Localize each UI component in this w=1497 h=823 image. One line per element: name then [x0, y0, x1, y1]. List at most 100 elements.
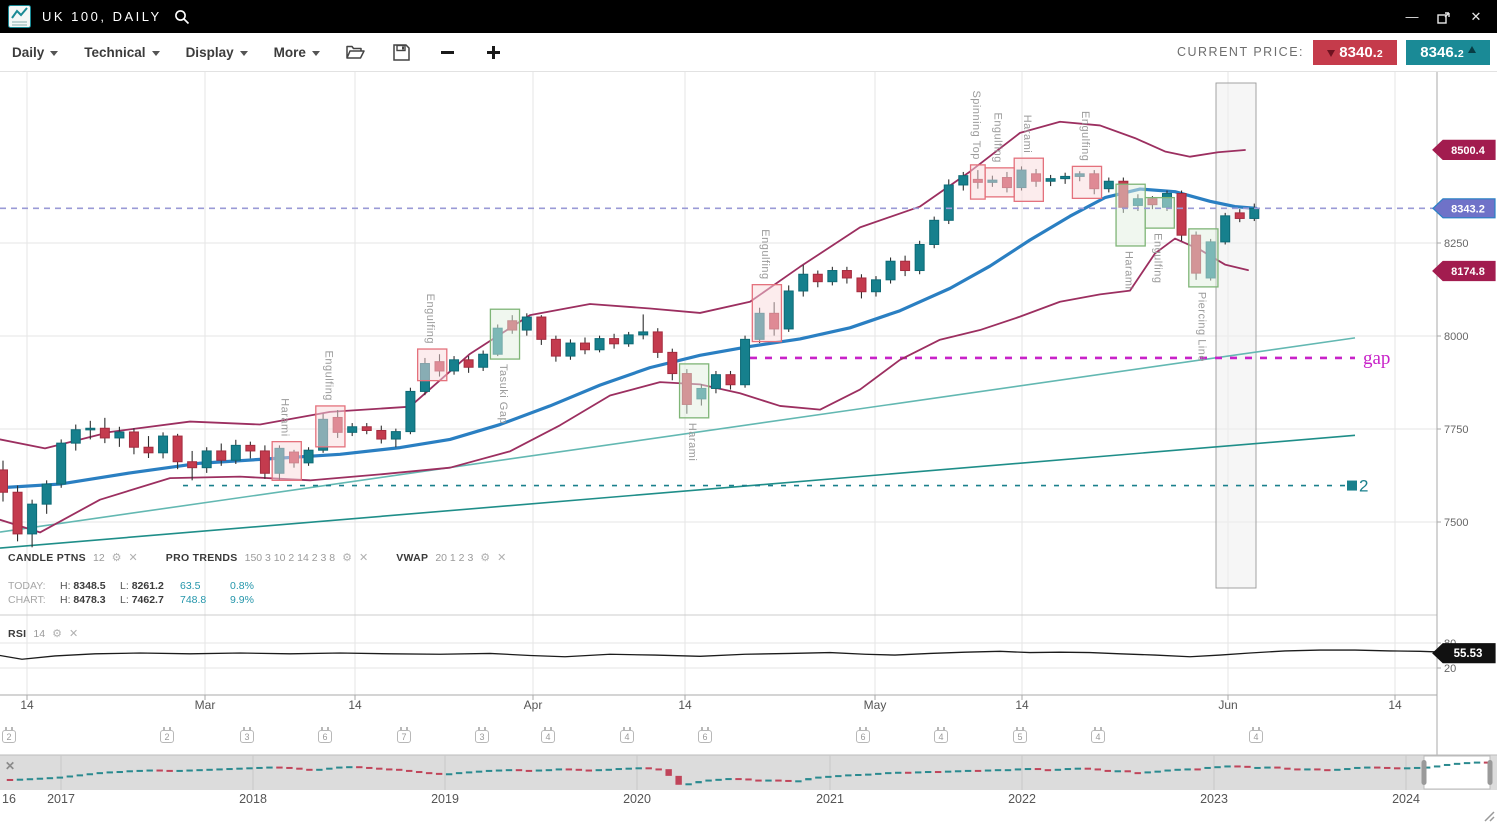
close-icon[interactable]: ✕ — [68, 628, 79, 640]
navigator-bar — [545, 769, 553, 772]
calendar-event-icon[interactable]: 3 — [240, 727, 254, 743]
close-icon[interactable]: ✕ — [497, 552, 507, 564]
save-icon[interactable] — [392, 42, 412, 62]
candlestick — [943, 184, 954, 221]
navigator-bar — [455, 772, 463, 775]
gear-icon[interactable]: ⚙ — [480, 552, 491, 564]
close-icon[interactable]: ✕ — [128, 552, 138, 564]
candlestick — [376, 429, 387, 440]
navigator-bar — [1114, 770, 1121, 773]
rsi-label: RSI — [8, 627, 27, 640]
navigator-bar — [695, 781, 702, 784]
minimize-button[interactable]: — — [1405, 9, 1419, 24]
calendar-event-icon[interactable]: 7 — [397, 727, 411, 743]
navigator-bar — [1204, 766, 1211, 769]
candlestick — [900, 260, 911, 272]
candlestick — [1103, 180, 1114, 190]
navigator-bar — [296, 767, 303, 770]
candlestick — [638, 331, 649, 336]
navigator-bar — [1413, 766, 1421, 769]
calendar-event-icon[interactable]: 6 — [318, 727, 332, 743]
navigator-bar — [386, 768, 393, 771]
navigator-bar — [316, 768, 323, 771]
indicator-legend-row: CANDLE PTNS 12 ⚙ ✕ PRO TRENDS 150 3 10 2… — [8, 551, 507, 565]
candlestick — [361, 426, 372, 431]
rsi-line — [0, 649, 1446, 660]
zoom-in-icon[interactable] — [484, 42, 504, 62]
menu-more[interactable]: More — [274, 45, 320, 60]
navigator-bar — [1164, 769, 1171, 772]
navigator-bar — [1374, 766, 1381, 769]
zoom-out-icon[interactable] — [438, 42, 458, 62]
candlestick — [27, 503, 38, 535]
close-button[interactable]: ✕ — [1470, 8, 1482, 24]
menu-timeframe-label: Daily — [12, 44, 45, 60]
navigator-bar — [376, 767, 383, 770]
x-axis-label: 14 — [20, 698, 34, 712]
calendar-event-icon[interactable]: 3 — [475, 727, 489, 743]
candlestick — [405, 390, 416, 433]
navigator-bar — [835, 775, 842, 778]
navigator-bar — [635, 767, 642, 770]
navigator-bar — [366, 766, 373, 769]
restore-button[interactable] — [1433, 7, 1455, 27]
calendar-event-icon[interactable]: 2 — [2, 727, 16, 743]
gear-icon[interactable]: ⚙ — [52, 628, 62, 640]
chart-canvas[interactable]: gap 2 Harami Engulfing Engulfing Tasuki Gap Ha… — [0, 72, 1497, 823]
menu-display[interactable]: Display — [186, 45, 248, 60]
calendar-event-icon[interactable]: 6 — [856, 727, 870, 743]
search-icon[interactable] — [174, 9, 190, 25]
navigator-bar — [904, 771, 912, 774]
navigator-bar — [136, 769, 143, 772]
pattern-label: Spinning Top — [970, 90, 982, 159]
open-folder-icon[interactable] — [346, 42, 366, 62]
calendar-event-icon[interactable]: 4 — [1249, 727, 1263, 743]
navigator-track[interactable] — [0, 755, 1497, 790]
candlestick — [114, 431, 125, 439]
navigator-year-label: 2022 — [1008, 792, 1036, 806]
pattern-label: Engulfing — [992, 112, 1004, 162]
navigator-window[interactable] — [1423, 755, 1491, 790]
candlestick — [128, 431, 139, 448]
trend-line — [0, 434, 1356, 549]
pro-trends-params: 150 3 10 2 14 2 3 8 — [244, 551, 336, 564]
navigator-bar — [485, 769, 493, 772]
navigator-bar — [346, 766, 353, 769]
navigator-close-icon[interactable]: ✕ — [5, 759, 15, 773]
selection-band[interactable] — [1215, 82, 1257, 589]
pattern-box — [489, 308, 521, 360]
calendar-event-icon[interactable]: 4 — [934, 727, 948, 743]
navigator-bar — [505, 769, 513, 772]
close-icon[interactable]: ✕ — [358, 552, 369, 564]
navigator-bar — [665, 769, 672, 776]
calendar-event-icon[interactable]: 5 — [1013, 727, 1027, 743]
navigator-bar — [825, 775, 832, 778]
navigator-bar — [934, 771, 942, 774]
navigator-bar — [625, 767, 632, 770]
candles-layer — [0, 166, 1260, 548]
resize-handle-icon[interactable] — [1484, 811, 1495, 822]
gear-icon[interactable]: ⚙ — [111, 552, 122, 564]
menu-timeframe[interactable]: Daily — [12, 44, 59, 60]
navigator-bar — [1453, 762, 1461, 765]
calendar-event-icon[interactable]: 4 — [541, 727, 555, 743]
navigator-left-handle[interactable] — [1421, 760, 1427, 785]
calendar-event-icon[interactable]: 4 — [1091, 727, 1105, 743]
candlestick — [871, 279, 881, 293]
calendar-event-icon[interactable]: 2 — [160, 727, 174, 743]
navigator-bar — [306, 768, 313, 771]
navigator-bar — [96, 772, 103, 775]
navigator-right-handle[interactable] — [1487, 760, 1493, 785]
gear-icon[interactable]: ⚙ — [342, 552, 352, 564]
calendar-event-icon[interactable]: 6 — [698, 727, 712, 743]
candlestick — [725, 374, 736, 386]
navigator-year-label: 2018 — [239, 792, 267, 806]
menu-technical-label: Technical — [84, 44, 146, 60]
navigator-bar — [974, 769, 982, 772]
calendar-event-icon[interactable]: 4 — [620, 727, 634, 743]
price-tick-label: 7750 — [1444, 424, 1468, 436]
navigator-bar — [475, 770, 483, 773]
candle-ptns-label: CANDLE PTNS — [8, 551, 86, 564]
menu-technical[interactable]: Technical — [84, 44, 160, 60]
menu-more-label: More — [273, 44, 306, 60]
